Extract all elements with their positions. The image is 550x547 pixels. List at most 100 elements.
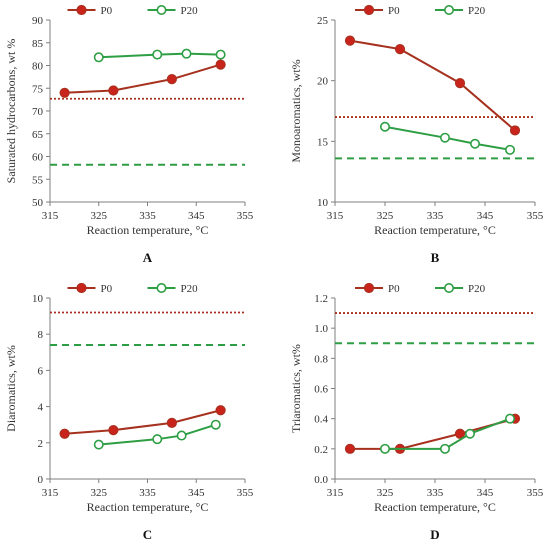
y-tick-label: 0.8	[314, 353, 328, 365]
y-tick-label: 50	[32, 197, 44, 209]
y-tick-label: 65	[32, 129, 44, 141]
legend-swatch-marker	[363, 282, 375, 294]
legend-label-p20: P20	[181, 5, 199, 17]
y-axis-title: Monoaromatics, wt%	[289, 59, 303, 162]
series-line-p20	[98, 52, 221, 59]
data-point-p0	[215, 59, 226, 70]
x-axis-title: Reaction temperature, °C	[374, 223, 496, 237]
x-tick-label: 315	[42, 487, 59, 499]
x-axis-title: Reaction temperature, °C	[87, 500, 209, 514]
data-point-p20	[464, 428, 475, 439]
legend-label-p20: P20	[468, 5, 486, 17]
x-tick-label: 325	[91, 210, 108, 222]
y-tick-label: 90	[32, 15, 44, 27]
data-point-p20	[504, 144, 515, 155]
x-tick-label: 335	[427, 487, 444, 499]
data-point-p0	[509, 125, 521, 136]
y-tick-label: 60	[32, 152, 44, 164]
legend-swatch-marker	[76, 4, 87, 16]
series-line-p0	[64, 63, 221, 94]
data-point-p20	[379, 121, 390, 132]
legend-swatch-marker	[156, 5, 167, 15]
y-tick-label: 6	[38, 365, 44, 377]
data-point-p20	[469, 138, 480, 149]
data-point-p0	[166, 417, 177, 428]
legend-swatch-marker	[443, 282, 454, 293]
legend-swatch-marker	[156, 282, 167, 293]
y-tick-label: 10	[317, 197, 329, 209]
data-point-p20	[504, 413, 515, 424]
y-tick-label: 0.6	[314, 384, 328, 396]
y-tick-label: 4	[38, 402, 44, 414]
data-point-p20	[176, 430, 187, 441]
legend-label-p0: P0	[388, 283, 400, 295]
x-tick-label: 355	[527, 487, 544, 499]
series-line-p20	[384, 125, 511, 151]
y-tick-label: 0.0	[314, 474, 328, 486]
data-point-p0	[454, 428, 466, 439]
data-point-p20	[181, 48, 192, 59]
data-point-p20	[152, 49, 163, 60]
y-axis-title: Saturated hydrocarbons, wt %	[4, 39, 18, 184]
y-tick-label: 1.0	[314, 323, 328, 335]
x-tick-label: 315	[42, 210, 59, 222]
x-tick-label: 335	[139, 487, 156, 499]
x-tick-label: 325	[377, 210, 394, 222]
y-tick-label: 8	[38, 329, 44, 341]
y-tick-label: 0.2	[314, 444, 328, 456]
legend-swatch-marker	[76, 282, 87, 294]
data-point-p0	[454, 77, 466, 89]
x-tick-label: 315	[327, 487, 344, 499]
data-point-p0	[108, 85, 119, 96]
panel-letter: A	[143, 250, 153, 265]
x-tick-label: 355	[237, 210, 254, 222]
x-axis-title: Reaction temperature, °C	[87, 223, 209, 237]
y-tick-label: 75	[32, 83, 44, 95]
panel-c: 315 325 335 345 355 0 2 4 6 8 10 Reaction temperatu…	[4, 282, 254, 542]
y-tick-label: 1.2	[314, 293, 328, 305]
legend-swatch-marker	[363, 4, 375, 16]
x-tick-label: 355	[527, 210, 544, 222]
y-tick-label: 0	[38, 474, 44, 486]
y-tick-label: 2	[38, 438, 44, 450]
data-point-p0	[166, 74, 177, 85]
data-point-p20	[152, 434, 163, 445]
y-tick-label: 55	[32, 174, 44, 186]
data-point-p0	[344, 35, 356, 46]
data-point-p20	[215, 49, 226, 60]
panel-letter: D	[430, 527, 439, 542]
panel-letter: B	[431, 250, 440, 265]
y-tick-label: 10	[32, 293, 44, 305]
data-point-p0	[344, 443, 356, 454]
x-tick-label: 345	[477, 210, 494, 222]
y-tick-label: 85	[32, 38, 44, 50]
series-line-p20	[385, 417, 511, 450]
y-axis-title: Diaromatics, wt%	[4, 345, 18, 432]
data-point-p0	[108, 425, 119, 436]
x-tick-label: 345	[477, 487, 494, 499]
data-point-p20	[379, 443, 390, 454]
y-tick-label: 25	[317, 15, 329, 27]
legend-label-p0: P0	[388, 5, 400, 17]
y-tick-label: 20	[317, 76, 329, 88]
panel-letter: C	[143, 527, 152, 542]
x-axis-title: Reaction temperature, °C	[374, 500, 496, 514]
x-tick-label: 345	[188, 487, 205, 499]
y-tick-label: 70	[32, 106, 44, 118]
y-tick-label: 80	[32, 61, 44, 73]
data-point-p20	[93, 52, 104, 63]
data-point-p20	[439, 443, 450, 454]
legend-label-p0: P0	[101, 5, 113, 17]
x-tick-label: 325	[377, 487, 394, 499]
y-tick-label: 15	[317, 136, 329, 148]
x-tick-label: 355	[237, 487, 254, 499]
data-point-p0	[59, 87, 70, 98]
data-point-p0	[215, 405, 226, 416]
legend-label-p0: P0	[101, 283, 113, 295]
data-point-p20	[93, 439, 104, 450]
series-line-p0	[349, 39, 516, 132]
data-point-p20	[210, 419, 221, 430]
x-tick-label: 315	[327, 210, 344, 222]
panel-a: 315 325 335 345 355 50 55 60 65 70 75 80 85 90 Reactio…	[4, 4, 254, 265]
